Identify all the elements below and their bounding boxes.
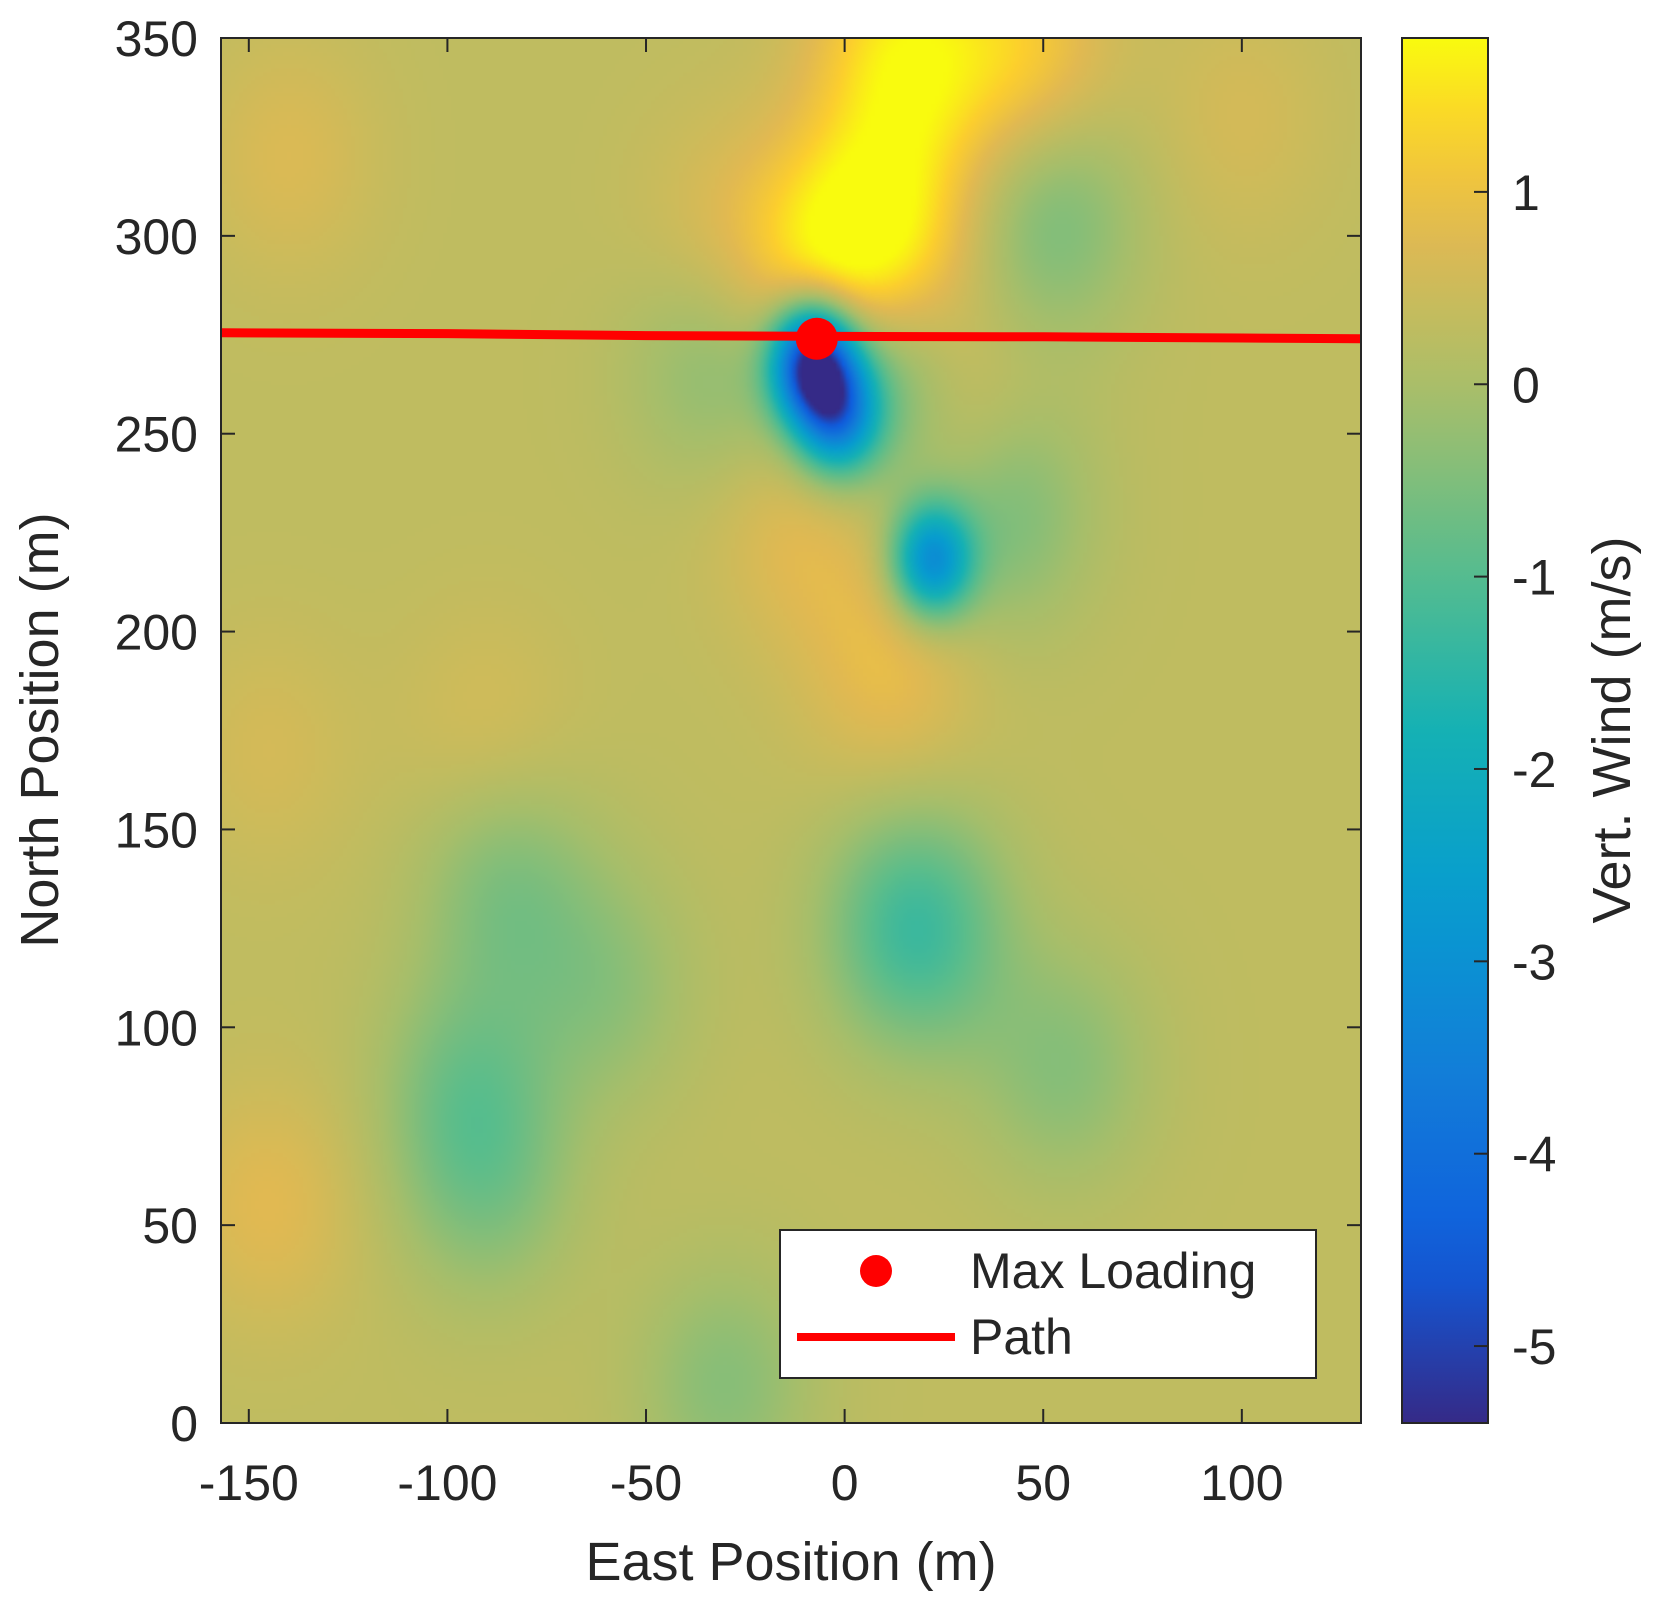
y-tick-label: 300 <box>115 209 198 265</box>
series-layer <box>221 317 1361 360</box>
y-tick-label: 0 <box>170 1396 198 1452</box>
plot-frame <box>220 37 1362 1424</box>
x-tick-label: -50 <box>610 1455 682 1511</box>
colorbar-frame <box>1401 37 1489 1424</box>
legend-label-path: Path <box>970 1309 1073 1365</box>
x-tick-label: 0 <box>831 1455 859 1511</box>
x-tick-label: 100 <box>1200 1455 1283 1511</box>
colorbar-ticks: 1 0 -1 -2 -3 -4 -5 <box>1474 165 1556 1375</box>
x-tick-label: -100 <box>397 1455 497 1511</box>
x-axis: -150 -100 -50 0 50 100 <box>199 38 1284 1511</box>
path-line <box>221 328 1361 344</box>
max-loading-point <box>795 317 838 360</box>
colorbar-title: Vert. Wind (m/s) <box>1582 536 1642 923</box>
y-tick-label: 350 <box>115 11 198 67</box>
y-tick-label: 200 <box>115 605 198 661</box>
colorbar-tick-label: -1 <box>1512 550 1556 606</box>
heatmap-field <box>221 38 1361 1423</box>
colorbar-tick-label: 0 <box>1512 357 1540 413</box>
heatmap-plot-area <box>220 37 1362 1424</box>
x-tick-label: -150 <box>199 1455 299 1511</box>
legend-label-max-loading: Max Loading <box>970 1243 1256 1299</box>
colorbar: 1 0 -1 -2 -3 -4 -5 Vert. Wind (m/s) <box>1401 37 1642 1424</box>
y-tick-label: 100 <box>115 1000 198 1056</box>
colorbar-tick-label: -2 <box>1512 742 1556 798</box>
y-axis-title: North Position (m) <box>10 512 70 947</box>
legend-marker-max-loading <box>860 1255 892 1287</box>
colorbar-tick-label: -4 <box>1512 1127 1556 1183</box>
y-tick-label: 250 <box>115 407 198 463</box>
legend: Max Loading Path <box>779 1229 1317 1379</box>
colorbar-tick-label: -5 <box>1512 1319 1556 1375</box>
colorbar-tick-label: 1 <box>1512 165 1540 221</box>
x-axis-title: East Position (m) <box>585 1532 996 1592</box>
colorbar-gradient <box>1402 38 1488 1423</box>
y-tick-label: 150 <box>115 802 198 858</box>
legend-box <box>779 1229 1317 1379</box>
y-axis: 0 50 100 150 200 250 300 350 <box>115 11 1361 1452</box>
colorbar-tick-label: -3 <box>1512 934 1556 990</box>
y-tick-label: 50 <box>142 1198 198 1254</box>
x-tick-label: 50 <box>1015 1455 1071 1511</box>
